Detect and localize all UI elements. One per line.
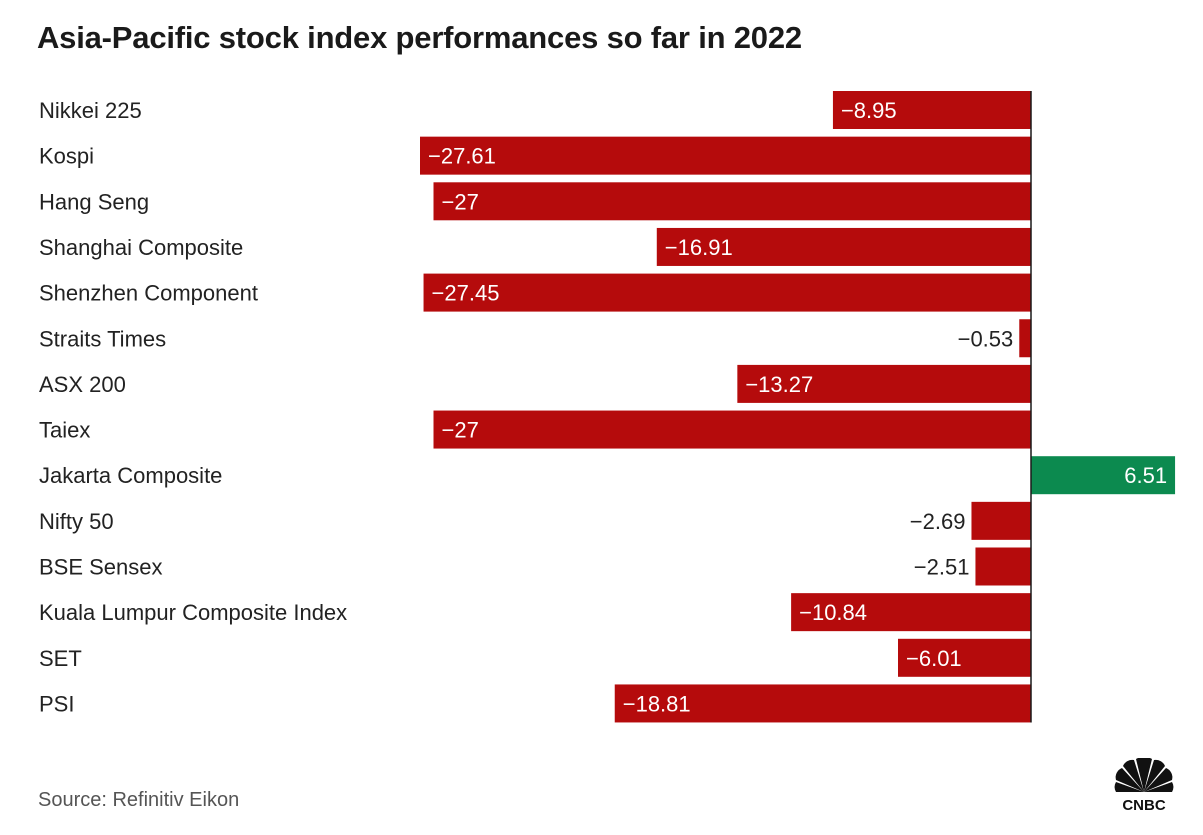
chart-title: Asia-Pacific stock index performances so… [37,20,802,55]
bar [898,638,1031,677]
bar [420,136,1031,175]
bar [656,227,1031,266]
bar [614,684,1031,723]
bar [791,593,1031,632]
category-label: Taiex [39,418,90,443]
category-label: Kospi [39,144,94,169]
bar [433,410,1031,449]
category-label: Jakarta Composite [39,463,222,488]
bar [1019,319,1031,358]
category-label: PSI [39,691,74,716]
category-label: Nikkei 225 [39,98,142,123]
value-labels-layer: −8.95 −27.61 −27 −16.91 −27.45 −0.53 −13.27 −27… [428,98,1167,716]
category-label: SET [39,646,82,671]
category-label: Kuala Lumpur Composite Index [39,600,347,625]
bar [423,273,1031,312]
bar [433,182,1031,221]
category-label: Nifty 50 [39,509,114,534]
svg-text:CNBC: CNBC [1122,797,1165,813]
value-label: −2.69 [910,509,966,534]
value-label: −27.45 [432,281,500,306]
source-note: Source: Refinitiv Eikon [38,789,240,811]
category-label: Shenzhen Component [39,281,258,306]
value-label: −27.61 [428,144,496,169]
bar [832,91,1031,129]
category-label: Shanghai Composite [39,235,243,260]
category-label: BSE Sensex [39,555,163,580]
bar [975,547,1031,586]
bar [737,364,1031,403]
cnbc-logo: CNBC [1114,758,1174,813]
category-label: Straits Times [39,326,166,351]
value-label: −2.51 [914,555,970,580]
bars-layer [420,91,1176,723]
value-label: −0.53 [958,326,1014,351]
value-label: 6.51 [1124,463,1167,488]
value-label: −8.95 [841,98,897,123]
value-label: −6.01 [906,646,962,671]
category-label: Hang Seng [39,189,149,214]
category-label: ASX 200 [39,372,126,397]
value-label: −27 [441,418,478,443]
category-labels-layer: Nikkei 225 Kospi Hang Seng Shanghai Composi… [39,98,347,716]
value-label: −13.27 [745,372,813,397]
value-label: −10.84 [799,600,867,625]
value-label: −18.81 [623,691,691,716]
bar [971,501,1031,540]
bar [1031,456,1176,495]
value-label: −16.91 [665,235,733,260]
value-label: −27 [441,189,478,214]
